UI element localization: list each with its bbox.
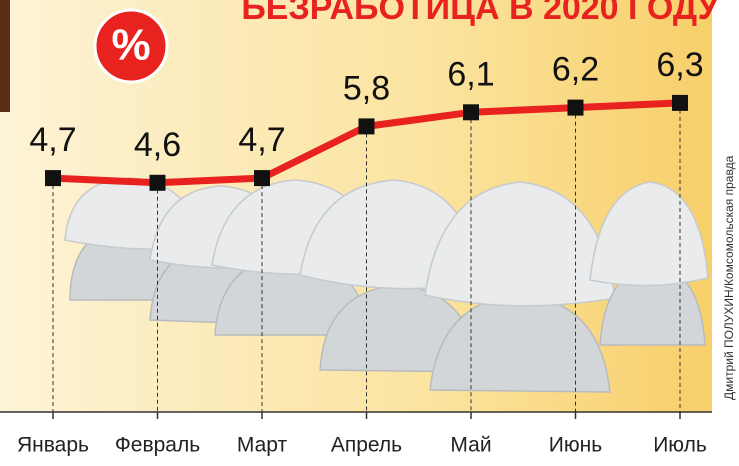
credit: Дмитрий ПОЛУХИН/Комсомольская правда bbox=[722, 155, 736, 400]
data-label: 4,6 bbox=[134, 126, 181, 164]
data-label: 6,3 bbox=[656, 46, 703, 84]
marker bbox=[359, 118, 375, 134]
marker bbox=[254, 170, 270, 186]
marker bbox=[568, 100, 584, 116]
badge: % bbox=[111, 21, 150, 70]
marker bbox=[150, 175, 166, 191]
x-tick-label: Январь bbox=[17, 434, 89, 457]
page: {"chart_data": {"type": "line", "title":… bbox=[0, 0, 739, 466]
data-label: 6,2 bbox=[552, 51, 599, 89]
chart: БЕЗРАБОТИЦА В 2020 ГОДУ % Дмитрий ПОЛУХИ… bbox=[0, 0, 739, 466]
marker bbox=[463, 104, 479, 120]
data-label: 6,1 bbox=[447, 55, 494, 93]
x-tick-label: Март bbox=[237, 434, 288, 457]
marker bbox=[672, 95, 688, 111]
edge-strip bbox=[0, 0, 10, 112]
x-tick-label: Февраль bbox=[115, 434, 200, 457]
x-tick-label: Июнь bbox=[549, 434, 602, 457]
data-label: 4,7 bbox=[29, 121, 76, 159]
x-tick-label: Июль bbox=[653, 434, 707, 457]
data-label: 4,7 bbox=[238, 121, 285, 159]
chart-title: БЕЗРАБОТИЦА В 2020 ГОДУ bbox=[241, 0, 719, 27]
x-tick-label: Май bbox=[450, 434, 491, 457]
x-tick-label: Апрель bbox=[331, 434, 402, 457]
data-label: 5,8 bbox=[343, 69, 390, 107]
marker bbox=[45, 170, 61, 186]
